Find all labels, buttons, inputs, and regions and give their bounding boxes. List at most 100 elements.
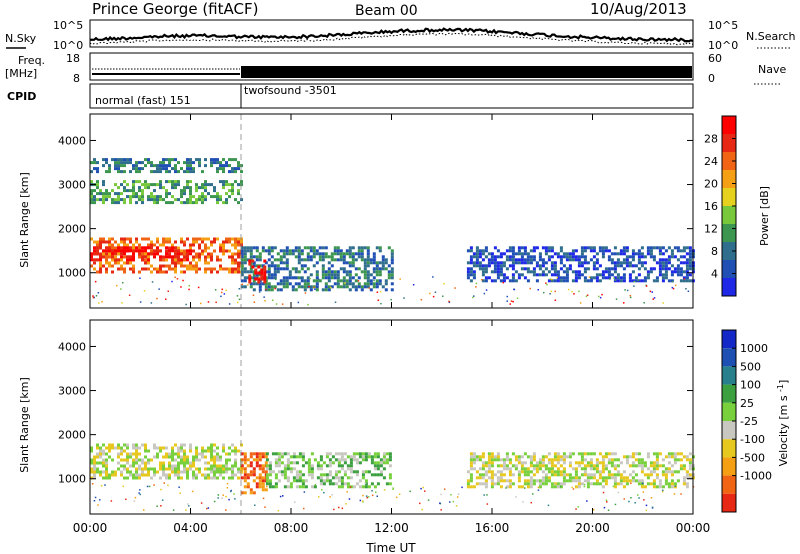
heatmap-cell [496, 452, 500, 456]
heatmap-cell [370, 458, 374, 462]
heatmap-cell [153, 473, 156, 477]
heatmap-cell [213, 158, 216, 162]
heatmap-cell [517, 258, 521, 262]
heatmap-cell [231, 464, 234, 468]
heatmap-cell [240, 491, 244, 495]
heatmap-cell [333, 273, 337, 277]
heatmap-cell [490, 270, 494, 274]
nsearch-trace [89, 32, 694, 46]
heatmap-cell [120, 161, 123, 165]
heatmap-cell [204, 267, 207, 271]
heatmap-cell [231, 258, 234, 262]
heatmap-cell [117, 161, 120, 165]
heatmap-cell [153, 195, 156, 199]
heatmap-cell [559, 458, 563, 462]
heatmap-cell [679, 267, 683, 271]
heatmap-cell [252, 479, 256, 483]
heatmap-cell [260, 268, 264, 272]
heatmap-cell [361, 458, 365, 462]
heatmap-cell [673, 461, 677, 465]
heatmap-cell [357, 249, 361, 253]
heatmap-cell [508, 473, 512, 477]
heatmap-cell [135, 195, 138, 199]
heatmap-cell [502, 464, 506, 468]
heatmap-cell [225, 183, 228, 187]
heatmap-cell [637, 267, 641, 271]
heatmap-cell [688, 264, 692, 268]
heatmap-cell [532, 255, 536, 259]
heatmap-cell [339, 252, 343, 256]
heatmap-cell [228, 158, 231, 162]
heatmap-cell [622, 261, 626, 265]
heatmap-cell [526, 467, 530, 471]
heatmap-cell [637, 279, 640, 282]
heatmap-cell [228, 237, 231, 241]
heatmap-cell [574, 279, 578, 283]
heatmap-cell [168, 180, 171, 184]
heatmap-cell [123, 201, 126, 205]
heatmap-cell [174, 198, 177, 202]
heatmap-cell [373, 464, 377, 468]
heatmap-cell [514, 464, 518, 468]
heatmap-cell [577, 273, 581, 277]
heatmap-cell [295, 479, 299, 483]
heatmap-cell [294, 246, 298, 250]
heatmap-cell [90, 252, 93, 256]
heatmap-cell [390, 282, 394, 286]
heatmap-cell [509, 303, 511, 305]
heatmap-cell [114, 246, 117, 250]
heatmap-cell [183, 452, 186, 456]
heatmap-cell [523, 249, 527, 253]
heatmap-cell [550, 473, 554, 477]
heatmap-cell [652, 298, 654, 300]
heatmap-cell [640, 255, 644, 259]
heatmap-cell [366, 246, 370, 250]
heatmap-cell [270, 264, 274, 268]
heatmap-cell [549, 278, 551, 280]
heatmap-cell [132, 443, 135, 447]
heatmap-cell [189, 186, 192, 190]
heatmap-cell [126, 458, 129, 462]
heatmap-cell [360, 255, 364, 259]
heatmap-cell [664, 270, 668, 274]
heatmap-cell [201, 252, 204, 256]
heatmap-cell [183, 458, 186, 462]
heatmap-cell [362, 494, 364, 497]
heatmap-cell [243, 467, 247, 471]
heatmap-cell [234, 170, 237, 174]
heatmap-cell [573, 293, 575, 295]
heatmap-cell [420, 487, 422, 490]
heatmap-cell [219, 249, 222, 253]
heatmap-cell [276, 264, 280, 268]
heatmap-cell [559, 279, 563, 283]
heatmap-cell [177, 183, 180, 187]
nave-tick-bottom: 0 [708, 72, 715, 85]
heatmap-cell [171, 280, 173, 283]
heatmap-cell [201, 452, 204, 456]
heatmap-cell [114, 258, 117, 262]
heatmap-cell [273, 276, 277, 280]
heatmap-cell [613, 264, 617, 268]
heatmap-cell [379, 464, 383, 468]
heatmap-cell [96, 470, 99, 474]
heatmap-cell [180, 458, 183, 462]
heatmap-cell [174, 270, 177, 274]
heatmap-cell [369, 261, 373, 265]
heatmap-cell [90, 458, 93, 462]
heatmap-cell [111, 258, 114, 262]
heatmap-cell [288, 282, 292, 286]
heatmap-cell [204, 180, 207, 184]
heatmap-cell [578, 290, 580, 293]
heatmap-cell [243, 461, 247, 465]
heatmap-cell [589, 467, 593, 471]
heatmap-cell [180, 270, 183, 274]
heatmap-cell [673, 470, 677, 474]
velocity-colorbar-tick: 500 [740, 360, 761, 373]
heatmap-cell [378, 246, 382, 250]
heatmap-cell [571, 467, 575, 471]
heatmap-cell [619, 276, 623, 280]
heatmap-cell [550, 464, 554, 468]
heatmap-cell [661, 267, 665, 271]
heatmap-cell [538, 479, 542, 483]
heatmap-cell [638, 497, 640, 499]
